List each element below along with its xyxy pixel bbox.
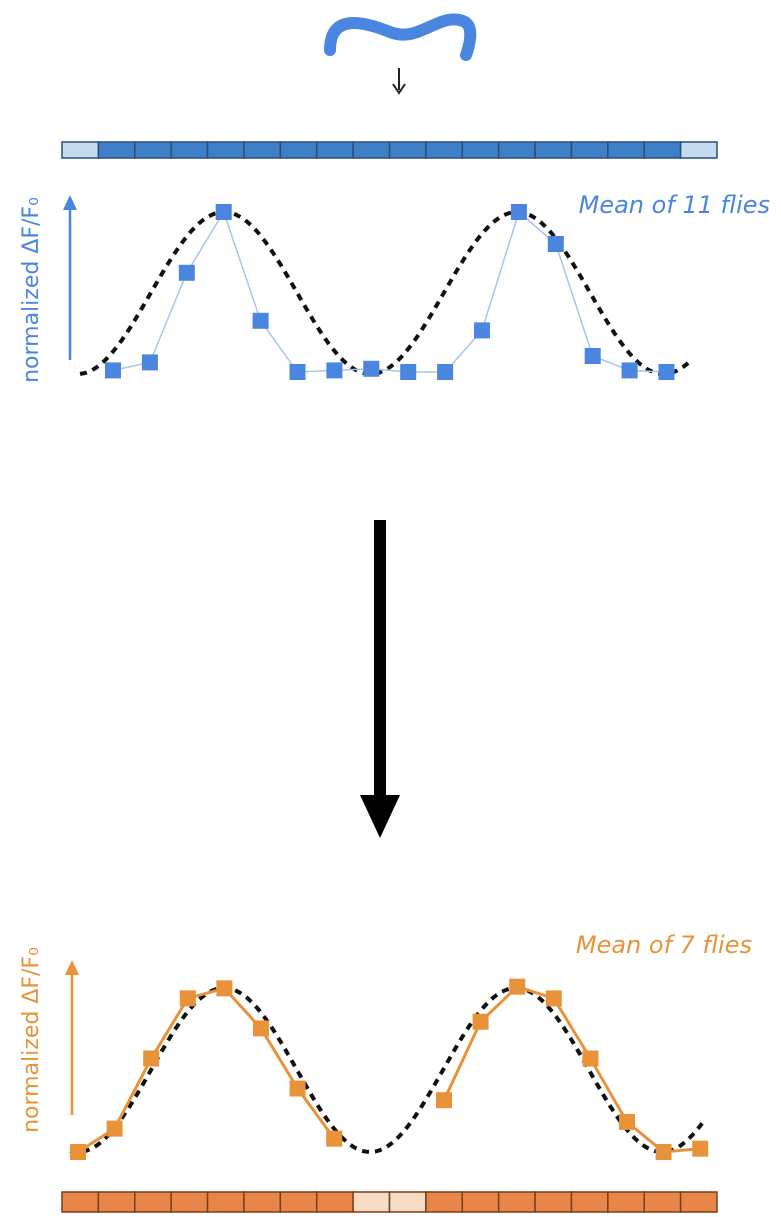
- segment: [134, 1191, 172, 1213]
- data-point: [215, 204, 232, 220]
- segment: [425, 141, 464, 159]
- y-axis-label: normalized ΔF/F₀: [19, 197, 44, 383]
- data-point: [472, 1013, 489, 1030]
- segment: [570, 141, 609, 159]
- data-point: [545, 990, 562, 1007]
- data-point: [510, 204, 527, 220]
- data-point: [658, 364, 675, 380]
- segment: [61, 1191, 100, 1213]
- data-point: [692, 1140, 709, 1157]
- segment: [170, 1191, 209, 1213]
- data-point: [474, 322, 490, 339]
- small-arrow-head: [392, 83, 406, 95]
- data-point: [326, 362, 343, 379]
- segment: [352, 141, 391, 159]
- segment-bar: [61, 141, 718, 159]
- segment: [315, 1191, 354, 1213]
- data-point: [289, 1080, 306, 1097]
- fit-curve: [79, 209, 691, 377]
- data-point: [143, 1050, 160, 1067]
- data-point: [400, 364, 417, 380]
- data-line: [77, 984, 701, 1154]
- data-point: [216, 980, 233, 997]
- segment: [607, 141, 645, 159]
- segment: [315, 141, 354, 159]
- segment: [679, 1191, 718, 1213]
- segment: [206, 141, 245, 159]
- segment: [534, 1191, 573, 1213]
- segment: [243, 1191, 282, 1213]
- data-point: [253, 1020, 269, 1037]
- segment: [497, 1191, 536, 1213]
- fit-curve: [69, 985, 705, 1155]
- segment: [352, 1191, 391, 1213]
- data-point: [436, 1092, 452, 1109]
- data-point: [106, 1120, 123, 1137]
- larva-icon: [324, 13, 477, 61]
- data-line: [112, 210, 667, 373]
- chart: Mean of 11 flies normalized ΔF/F₀: [19, 191, 770, 383]
- segment: [61, 141, 100, 159]
- data-point: [70, 1144, 86, 1160]
- data-point: [437, 364, 454, 380]
- segment: [134, 141, 172, 159]
- data-point: [509, 978, 526, 995]
- segment: [679, 141, 718, 159]
- segment: [170, 141, 209, 159]
- segment: [97, 1191, 136, 1213]
- segment: [461, 1191, 500, 1213]
- data-point: [141, 354, 158, 371]
- data-point: [619, 1113, 635, 1130]
- data-point: [584, 348, 601, 364]
- data-point: [582, 1050, 599, 1067]
- data-point: [621, 362, 638, 379]
- data-point: [326, 1130, 343, 1147]
- segment: [243, 141, 282, 159]
- data-point: [655, 1144, 672, 1160]
- segment: [388, 141, 427, 159]
- data-point: [252, 312, 269, 329]
- data-point: [179, 990, 196, 1007]
- big-arrow-shaft: [374, 520, 386, 800]
- data-point: [178, 264, 195, 281]
- segment: [607, 1191, 645, 1213]
- segment: [279, 141, 318, 159]
- segment: [461, 141, 500, 159]
- y-axis-label: normalized ΔF/F₀: [19, 947, 44, 1133]
- data-point: [105, 362, 121, 379]
- segment-bar: [61, 1191, 718, 1213]
- segment: [643, 1191, 682, 1213]
- segment: [534, 141, 573, 159]
- big-arrow-head: [360, 795, 400, 838]
- chart: Mean of 7 flies normalized ΔF/F₀: [19, 931, 752, 1160]
- data-point: [363, 360, 380, 377]
- segment: [97, 141, 136, 159]
- segment: [570, 1191, 609, 1213]
- segment: [388, 1191, 427, 1213]
- segment: [425, 1191, 464, 1213]
- segment: [206, 1191, 245, 1213]
- data-point: [547, 236, 564, 252]
- segment: [643, 141, 682, 159]
- y-axis-arrow-head: [63, 195, 77, 210]
- data-point: [289, 364, 306, 380]
- annotation: Mean of 11 flies: [579, 191, 770, 219]
- y-axis-arrow-head: [65, 960, 79, 975]
- annotation: Mean of 7 flies: [576, 931, 752, 959]
- segment: [497, 141, 536, 159]
- segment: [279, 1191, 318, 1213]
